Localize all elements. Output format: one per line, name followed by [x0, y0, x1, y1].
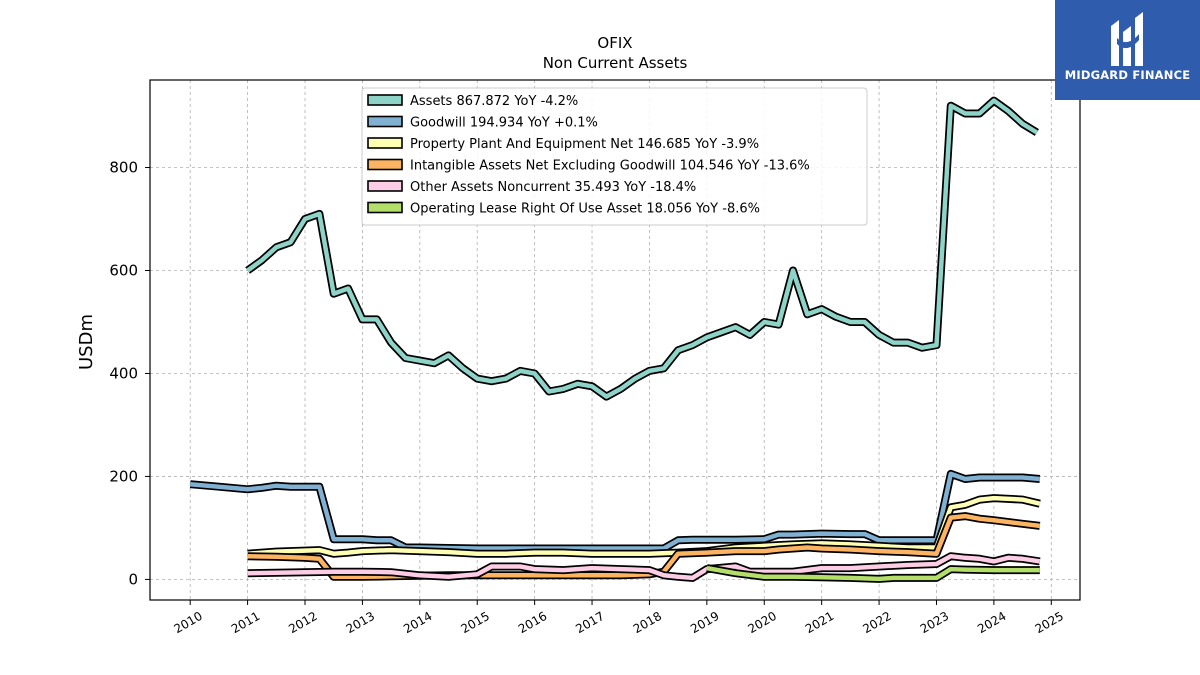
legend-swatch — [367, 115, 403, 128]
legend-label: Goodwill 194.934 YoY +0.1% — [410, 116, 598, 131]
brand-name: MIDGARD FINANCE — [1064, 68, 1191, 82]
y-tick-label: 200 — [109, 467, 138, 485]
series-line — [706, 564, 1040, 583]
x-tick-label: 2014 — [401, 609, 434, 636]
legend-label: Operating Lease Right Of Use Asset 18.05… — [410, 202, 760, 217]
y-tick-label: 0 — [128, 570, 138, 588]
legend-swatch — [367, 158, 403, 171]
x-tick-label: 2010 — [171, 609, 204, 636]
series-line — [247, 512, 1041, 581]
x-tick-label: 2022 — [860, 609, 893, 636]
y-tick-label: 800 — [109, 159, 138, 177]
y-tick-label: 400 — [109, 364, 138, 382]
series-line-stroke — [706, 565, 1040, 582]
x-tick-label: 2021 — [803, 609, 836, 636]
series-line-stroke — [190, 471, 1040, 551]
chart-subtitle: Non Current Assets — [543, 54, 688, 72]
legend: Assets 867.872 YoY -4.2% Goodwill 194.934… — [361, 87, 868, 226]
series-line-stroke — [247, 513, 1041, 580]
legend-swatch — [367, 180, 403, 192]
midgard-logo-icon — [1111, 12, 1143, 66]
x-tick-label: 2025 — [1033, 609, 1066, 636]
legend-label: Assets 867.872 YoY -4.2% — [410, 94, 578, 109]
series-line — [247, 552, 1041, 582]
plot-frame — [149, 79, 1081, 601]
legend-swatch — [367, 137, 403, 149]
brand-logo: MIDGARD FINANCE — [1055, 0, 1200, 100]
legend-label: Other Assets Noncurrent 35.493 YoY -18.4… — [410, 180, 696, 195]
series-line — [245, 96, 1039, 401]
chart-title: OFIX — [597, 34, 632, 52]
legend-swatch — [367, 201, 403, 214]
y-tick-label: 600 — [109, 261, 138, 279]
plot-area — [189, 96, 1041, 583]
x-tick-label: 2024 — [975, 609, 1008, 636]
series-line — [189, 469, 1041, 553]
x-tick-label: 2020 — [746, 609, 779, 636]
x-tick-label: 2013 — [344, 609, 377, 636]
legend-label: Property Plant And Equipment Net 146.685… — [410, 137, 759, 152]
x-tick-label: 2017 — [573, 609, 606, 636]
x-tick-label: 2016 — [516, 609, 549, 636]
x-tick-label: 2011 — [229, 609, 262, 636]
x-tick-label: 2023 — [918, 609, 951, 636]
series-line-stroke — [247, 553, 1041, 581]
x-tick-label: 2019 — [688, 609, 721, 636]
x-tick-label: 2012 — [286, 609, 319, 636]
legend-box — [361, 87, 868, 226]
x-tick-label: 2018 — [631, 609, 664, 636]
series-line-stroke — [246, 98, 1039, 399]
legend-label: Intangible Assets Net Excluding Goodwill… — [410, 159, 810, 174]
y-axis-label: USDm — [76, 314, 97, 370]
x-tick-label: 2015 — [458, 609, 491, 636]
legend-swatch — [367, 94, 403, 106]
